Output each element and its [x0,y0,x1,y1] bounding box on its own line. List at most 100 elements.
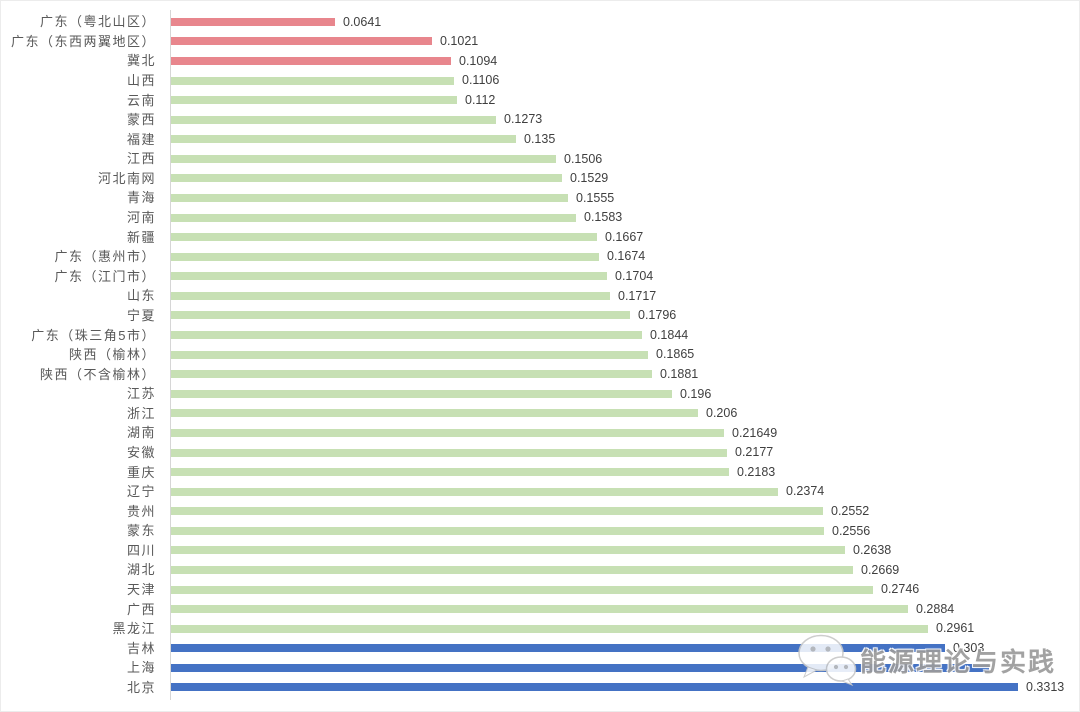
bar-area: 0.2746 [171,583,919,596]
bar-area: 0.2177 [171,446,773,459]
bar [171,154,556,163]
bar [171,331,642,340]
value-label: 0.2374 [786,484,825,499]
bar [171,546,845,555]
bar-area: 0.206 [171,407,737,420]
bar-row: 吉林 0.303 [0,639,1080,659]
bar [171,526,824,535]
bar [171,448,727,457]
bar-area: 0.1844 [171,329,688,342]
bar-row: 江苏 0.196 [0,384,1080,404]
value-label: 0.2552 [831,503,870,518]
bar [171,565,853,574]
bar-row: 广西 0.2884 [0,599,1080,619]
bar-row: 云南 0.112 [0,90,1080,110]
bar-row: 黑龙江 0.2961 [0,619,1080,639]
bar-row: 河北南网 0.1529 [0,169,1080,189]
value-label: 0.1583 [584,210,623,225]
category-label: 云南 [126,92,156,108]
category-label: 青海 [126,190,156,206]
bar [171,428,724,437]
category-label: 广东（粤北山区） [39,14,156,30]
bar-area: 0.135 [171,133,555,146]
bar-row: 新疆 0.1667 [0,227,1080,247]
bar [171,96,457,105]
bar [171,507,823,516]
value-label: 0.112 [465,92,496,107]
bar [171,272,607,281]
category-label: 广东（惠州市） [54,249,156,265]
value-label: 0.2556 [832,523,871,538]
value-label: 0.303 [953,641,985,656]
category-axis-line [170,10,171,700]
value-label: 0.1717 [618,288,657,303]
value-label: 0.1106 [462,73,500,88]
value-label: 0.3313 [1026,680,1065,695]
bar-area: 0.2552 [171,505,869,518]
bar [171,468,729,477]
category-label: 重庆 [126,464,156,480]
bar-row: 广东（江门市） 0.1704 [0,267,1080,287]
bar-row: 广东（珠三角5市） 0.1844 [0,325,1080,345]
category-label: 蒙西 [126,112,156,128]
bar-area: 0.1881 [171,368,698,381]
bar-area: 0.2884 [171,603,954,616]
bar [171,252,599,261]
category-label: 贵州 [126,503,156,519]
bar-area: 0.2961 [171,622,974,635]
bar-row: 冀北 0.1094 [0,51,1080,71]
category-label: 山东 [126,288,156,304]
category-label: 冀北 [126,53,156,69]
category-label: 新疆 [126,229,156,245]
category-label: 山西 [126,73,156,89]
bar [171,350,648,359]
bar-area: 0.1704 [171,270,653,283]
bar-row: 浙江 0.206 [0,404,1080,424]
category-label: 四川 [126,542,156,558]
bar-area: 0.2183 [171,466,775,479]
category-label: 广东（珠三角5市） [31,327,156,343]
category-label: 河南 [126,210,156,226]
bar [171,370,652,379]
bar [171,683,1018,692]
value-label: 0.2183 [737,464,776,479]
bar-row: 蒙东 0.2556 [0,521,1080,541]
bar [171,409,698,418]
bar-row: 河南 0.1583 [0,208,1080,228]
bar-area: 0.196 [171,388,711,401]
bar-area: 0.0641 [171,16,381,29]
bar-row: 广东（惠州市） 0.1674 [0,247,1080,267]
bar [171,487,778,496]
bar-area: 0.1529 [171,172,608,185]
bar-area: 0.1021 [171,35,478,48]
value-label: 0.2669 [861,562,900,577]
bar-area: 0.1796 [171,309,676,322]
bar [171,624,928,633]
category-label: 陕西（不含榆林） [39,366,156,382]
bar-area: 0.1674 [171,250,645,263]
category-label: 河北南网 [97,170,156,186]
category-label: 蒙东 [126,523,156,539]
bar [171,644,945,653]
bar-row: 湖北 0.2669 [0,560,1080,580]
category-label: 广西 [126,601,156,617]
bar-area: 0.2669 [171,564,899,577]
value-label: 0.1667 [605,229,644,244]
bar [171,291,610,300]
bar-area: 0.1273 [171,113,542,126]
category-label: 福建 [126,131,156,147]
rows: 广东（粤北山区） 0.0641 广东（东西两翼地区） 0.1021 冀北 0.1… [0,12,1080,697]
bar-area: 0.1583 [171,211,622,224]
category-label: 吉林 [126,640,156,656]
bar-row: 辽宁 0.2374 [0,482,1080,502]
bar [171,213,576,222]
bar-row: 陕西（榆林） 0.1865 [0,345,1080,365]
category-label: 陕西（榆林） [68,347,156,363]
bar-area: 0.1667 [171,231,643,244]
bar-row: 天津 0.2746 [0,580,1080,600]
bar-row: 福建 0.135 [0,129,1080,149]
bar [171,605,908,614]
bar-row: 陕西（不含榆林） 0.1881 [0,364,1080,384]
bar-row: 青海 0.1555 [0,188,1080,208]
